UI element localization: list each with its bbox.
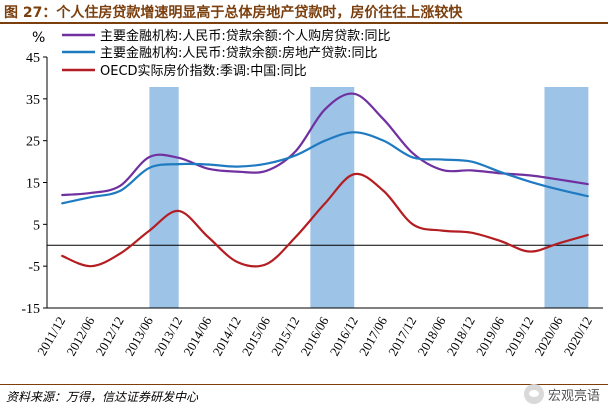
source-note: 资料来源：万得，信达证券研发中心: [6, 390, 199, 404]
data-point: [178, 163, 180, 165]
data-point: [119, 190, 121, 192]
data-point: [236, 166, 238, 168]
data-point: [90, 265, 92, 267]
data-point: [90, 192, 92, 194]
y-tick-label: -15: [21, 302, 40, 317]
source-divider: [0, 384, 608, 385]
x-tick-label: 2020/12: [561, 314, 595, 358]
shaded-period-2: [310, 87, 355, 308]
shaded-period-1: [149, 87, 179, 308]
data-point: [529, 174, 531, 176]
y-tick-label: 5: [33, 218, 40, 233]
data-point: [470, 169, 472, 171]
data-point: [295, 154, 297, 156]
data-point: [412, 223, 414, 225]
legend-label-1: 主要金融机构:人民币:贷款余额:个人购房贷款:同比: [100, 28, 391, 44]
data-point: [119, 185, 121, 187]
data-point: [558, 189, 560, 191]
data-point: [61, 202, 63, 205]
legend-label-3: OECD实际房价指数:季调:中国:同比: [100, 63, 307, 79]
data-point: [178, 157, 180, 159]
y-axis-unit: %: [32, 30, 46, 46]
data-point: [148, 167, 151, 169]
data-point: [353, 93, 355, 95]
data-point: [587, 195, 589, 197]
watermark-text: 宏观亮语: [547, 388, 600, 404]
data-point: [61, 255, 63, 257]
data-point: [324, 108, 326, 110]
legend-label-2: 主要金融机构:人民币:贷款余额:房地产贷款:同比: [100, 45, 378, 61]
data-point: [529, 250, 531, 253]
data-point: [353, 173, 355, 175]
data-point: [470, 232, 472, 234]
wechat-icon: [523, 384, 544, 404]
data-point: [324, 140, 326, 142]
data-point: [441, 158, 443, 161]
data-point: [353, 131, 355, 133]
data-point: [412, 156, 414, 158]
data-point: [265, 263, 268, 265]
data-point: [265, 163, 268, 165]
data-point: [265, 170, 268, 172]
data-point: [470, 160, 472, 163]
data-point: [587, 183, 589, 185]
data-point: [295, 150, 297, 152]
data-point: [61, 194, 63, 196]
data-point: [441, 230, 443, 232]
data-point: [412, 152, 414, 154]
data-point: [382, 140, 385, 142]
y-tick-label: 35: [26, 93, 40, 108]
data-point: [295, 236, 297, 238]
data-point: [382, 190, 385, 192]
data-point: [558, 242, 560, 244]
data-point: [119, 253, 121, 255]
data-point: [529, 181, 531, 183]
data-point: [499, 171, 502, 173]
data-point: [382, 118, 385, 120]
data-point: [207, 163, 209, 166]
y-tick-label: 25: [26, 135, 40, 150]
y-tick-label: 45: [26, 51, 40, 66]
data-point: [178, 210, 180, 212]
y-tick-label: -5: [28, 260, 40, 275]
data-point: [558, 178, 560, 181]
data-point: [207, 168, 209, 170]
data-point: [236, 171, 238, 173]
data-point: [148, 156, 151, 158]
data-point: [324, 202, 326, 205]
data-point: [499, 240, 502, 242]
shaded-period-3: [544, 87, 589, 308]
data-point: [207, 236, 209, 238]
chart-title: 图 27：个人住房贷款增速明显高于总体房地产贷款时，房价往往上涨较快: [4, 5, 463, 21]
line-chart: -15-55152535452011/122012/062012/122013/…: [21, 28, 603, 358]
data-point: [236, 261, 238, 263]
data-point: [148, 230, 151, 232]
data-point: [90, 196, 92, 198]
data-point: [441, 169, 443, 171]
title-bar: 图 27：个人住房贷款增速明显高于总体房地产贷款时，房价往往上涨较快: [0, 0, 608, 24]
data-point: [587, 234, 589, 236]
y-tick-label: 15: [26, 177, 40, 192]
watermark: 宏观亮语: [523, 384, 600, 404]
